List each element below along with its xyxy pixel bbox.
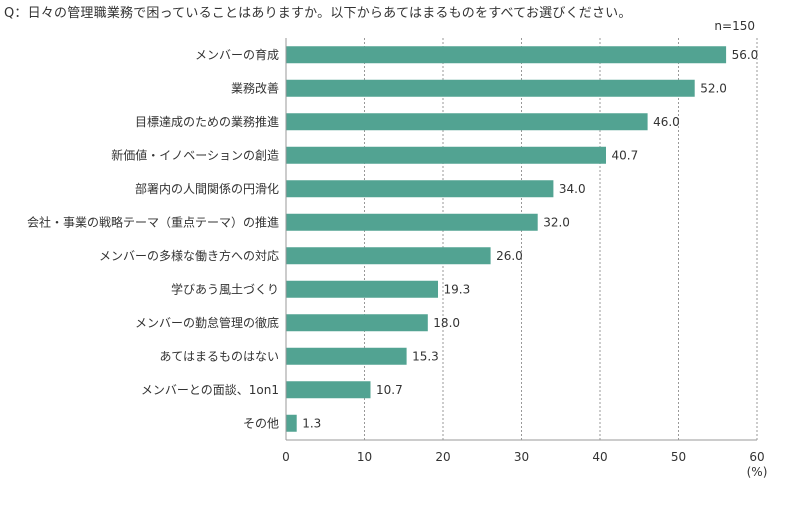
category-label: その他 xyxy=(243,416,279,430)
bar xyxy=(286,113,648,131)
bar xyxy=(286,347,407,365)
bar xyxy=(286,180,554,198)
category-label: 部署内の人間関係の円滑化 xyxy=(135,181,279,196)
bar xyxy=(286,146,606,164)
x-axis-unit: (%) xyxy=(747,465,768,479)
category-label: 業務改善 xyxy=(231,80,279,95)
value-label: 34.0 xyxy=(559,182,586,196)
value-label: 40.7 xyxy=(611,148,638,162)
category-label: メンバーの多様な働き方への対応 xyxy=(99,248,279,263)
category-label: 学びあう風土づくり xyxy=(171,281,279,296)
value-label: 32.0 xyxy=(543,215,570,229)
category-label: メンバーの育成 xyxy=(195,47,279,62)
x-tick-label: 40 xyxy=(592,450,607,464)
bar xyxy=(286,314,428,332)
bars xyxy=(286,46,727,432)
bar xyxy=(286,46,727,64)
x-tick-label: 50 xyxy=(671,450,686,464)
x-tick-label: 60 xyxy=(749,450,764,464)
x-tick-label: 10 xyxy=(357,450,372,464)
x-tick-label: 30 xyxy=(514,450,529,464)
category-label: メンバーとの面談、1on1 xyxy=(141,382,279,397)
bar xyxy=(286,247,491,265)
category-label: 目標達成のための業務推進 xyxy=(135,115,279,129)
value-label: 18.0 xyxy=(433,316,460,330)
value-label: 1.3 xyxy=(302,416,321,430)
value-label: 52.0 xyxy=(700,81,727,95)
bar xyxy=(286,280,439,298)
bar xyxy=(286,381,371,399)
category-label: あてはまるものはない xyxy=(159,349,279,363)
category-label: 会社・事業の戦略テーマ（重点テーマ）の推進 xyxy=(27,214,279,229)
grid-lines xyxy=(364,38,758,440)
value-label: 10.7 xyxy=(376,383,403,397)
value-label: 19.3 xyxy=(444,282,471,296)
sample-size-label: n=150 xyxy=(714,19,755,33)
bar xyxy=(286,79,695,97)
x-tick-label: 0 xyxy=(282,450,290,464)
value-label: 46.0 xyxy=(653,115,680,129)
value-label: 26.0 xyxy=(496,249,523,263)
x-tick-label: 20 xyxy=(435,450,450,464)
category-label: 新価値・イノベーションの創造 xyxy=(111,147,279,162)
question-text: Q：日々の管理職業務で困っていることはありますか。以下からあてはまるものをすべて… xyxy=(4,6,632,21)
bar xyxy=(286,213,538,231)
value-label: 56.0 xyxy=(732,48,759,62)
category-label: メンバーの勤怠管理の徹底 xyxy=(135,315,279,330)
value-label: 15.3 xyxy=(412,349,439,363)
bar xyxy=(286,414,297,432)
axes: 0 10 20 30 40 50 60 メンバーの育成 56.0 業務改善 52.0 目標達成のための… xyxy=(27,38,765,464)
